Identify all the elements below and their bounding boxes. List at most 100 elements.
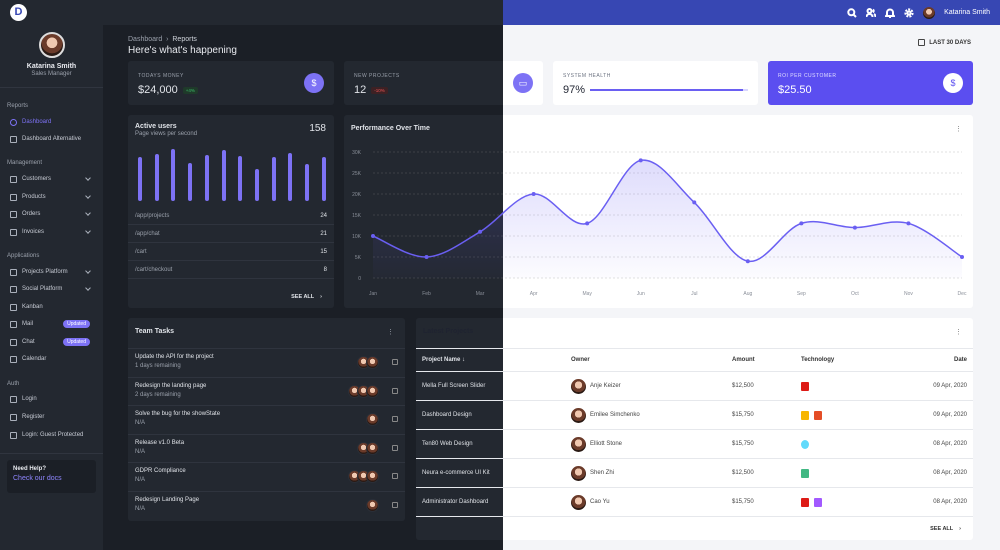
y-tick-label: 30K [352,150,362,156]
nav-icon [10,135,17,143]
data-point[interactable] [960,255,964,259]
sidebar-item-products[interactable]: Products [10,191,91,203]
table-row[interactable]: Administrator Dashboard Cao Yu $15,750 08 A… [416,487,973,517]
user-avatar[interactable] [923,6,936,19]
task-item[interactable]: GDPR Compliance N/A [128,462,405,491]
nav-icon [10,268,17,276]
data-point[interactable] [692,200,697,205]
projects-table: Project Name ↓ Owner Amount Technology Date … [416,348,973,517]
sidebar-item-dashboard[interactable]: Dashboard [10,116,90,128]
activity-bar [204,155,209,201]
avatar[interactable] [38,32,65,58]
data-point[interactable] [799,221,804,226]
more-icon[interactable]: ⋮ [955,329,962,336]
sidebar-item-mail[interactable]: Mail Updated [10,318,90,330]
external-link-icon[interactable] [392,473,398,479]
page-row[interactable]: /cart 15 [128,243,334,261]
column-header: Technology [801,348,880,372]
task-item[interactable]: Redesign Landing Page N/A [128,490,405,520]
table-row[interactable]: Neura e-commerce UI Kit Shen Zhi $12,500 08… [416,458,973,488]
external-link-icon[interactable] [392,444,398,451]
sidebar-item-orders[interactable]: Orders [10,208,91,220]
sidebar-item-chat[interactable]: Chat Updated [10,336,90,348]
task-status: 2 days remaining [135,391,181,398]
y-tick-label: 10K [352,234,362,240]
y-tick-label: 20K [352,192,362,198]
table-row[interactable]: Mella Full Screen Slider Anje Keizer $12,5… [416,371,973,401]
date: 08 Apr, 2020 [879,429,973,459]
task-item[interactable]: Release v1.0 Beta N/A [128,433,405,463]
stat-card-new-projects: NEW PROJECTS 12 -10% ▭ [344,61,543,105]
bell-icon[interactable] [883,8,897,18]
task-status: N/A [135,448,146,455]
sidebar-item-login-guest-protected[interactable]: Login: Guest Protected [10,429,90,441]
table-row[interactable]: Dashboard Design Emilee Simchenko $15,750 0… [416,400,973,430]
page-row[interactable]: /app/chat 21 [128,225,334,243]
page-count: 15 [320,248,327,255]
column-header: Date [879,348,973,372]
task-item[interactable]: Update the API for the project 1 days rem… [128,348,405,377]
data-point[interactable] [852,225,857,230]
data-point[interactable] [371,234,375,238]
nav-icon [10,338,17,346]
chevron-down-icon [85,285,91,291]
sidebar-item-dashboard-alternative[interactable]: Dashboard Alternative [10,133,90,145]
data-point[interactable] [906,221,911,226]
sidebar-item-kanban[interactable]: Kanban [10,301,90,313]
sidebar-item-register[interactable]: Register [10,411,90,423]
activity-bar [255,169,260,201]
gear-icon[interactable] [904,7,914,18]
sidebar-item-customers[interactable]: Customers [10,173,91,185]
active-users-card: Active users Page views per second 158 /… [128,115,334,308]
data-point[interactable] [745,259,750,264]
external-link-icon[interactable] [392,387,398,394]
amount: $15,750 [732,429,801,459]
search-icon[interactable] [847,7,857,18]
task-item[interactable]: Redesign the landing page 2 days remainin… [128,376,405,406]
nav-icon [10,320,17,328]
data-point[interactable] [478,229,483,234]
task-status: 1 days remaining [135,363,181,369]
sidebar-item-projects-platform[interactable]: Projects Platform [10,266,91,278]
owner-name: Cao Yu [590,499,610,505]
latest-projects-card: Latest Projects ⋮ Project Name ↓ Owner Amo… [416,318,973,540]
sidebar-item-invoices[interactable]: Invoices [10,226,91,238]
sidebar-item-login[interactable]: Login [10,393,90,405]
more-icon[interactable]: ⋮ [387,329,394,336]
logo[interactable]: D [10,4,27,21]
see-all-button[interactable]: SEE ALL › [930,526,961,532]
data-point[interactable] [585,221,590,226]
task-title: GDPR Compliance [135,468,186,474]
sidebar-item-calendar[interactable]: Calendar [10,353,90,365]
page-row[interactable]: /app/projects 24 [128,207,334,225]
data-point[interactable] [638,158,643,163]
table-row[interactable]: Ten80 Web Design Elliott Stone $15,750 08 A… [416,429,973,459]
date-range-button[interactable]: LAST 30 DAYS [918,39,971,46]
project-name: Dashboard Design [416,400,571,430]
stat-card-roi-per-customer: ROI PER CUSTOMER $25.50 $ [768,61,973,105]
task-title: Redesign the landing page [135,382,207,389]
data-point[interactable] [531,192,536,196]
sidebar-item-social-platform[interactable]: Social Platform [10,283,91,295]
data-point[interactable] [424,255,429,259]
sidebar: Katarina Smith Sales Manager Need Help? … [0,25,103,550]
users-icon[interactable] [865,7,877,18]
y-tick-label: 0 [358,276,361,282]
x-tick-label: Mar [476,291,485,297]
nav-icon [10,431,17,439]
external-link-icon[interactable] [392,416,398,422]
header-user-name[interactable]: Katarina Smith [944,9,990,16]
avatar [571,465,586,481]
docs-link[interactable]: Check our docs [13,475,62,482]
breadcrumb-dashboard[interactable]: Dashboard [128,36,163,43]
column-label: Date [953,357,967,363]
see-all-button[interactable]: SEE ALL › [291,294,322,300]
task-item[interactable]: Solve the bug for the showState N/A [128,405,405,434]
page-row[interactable]: /cart/checkout 8 [128,261,334,279]
card-title: Team Tasks [135,328,175,335]
column-header[interactable]: Project Name ↓ [416,348,571,372]
more-icon[interactable]: ⋮ [955,126,962,133]
folder-icon: ▭ [513,73,533,93]
external-link-icon[interactable] [392,359,398,365]
external-link-icon[interactable] [392,501,398,508]
